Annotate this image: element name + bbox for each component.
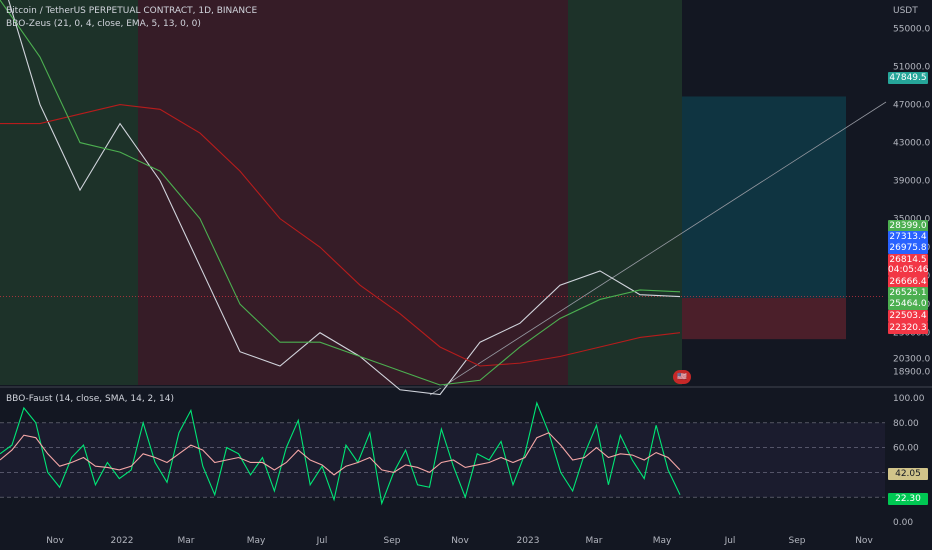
price-tick: 18900.0: [893, 368, 930, 378]
currency-label: USDT: [893, 6, 918, 16]
stop-zone: [682, 297, 846, 340]
price-tag: 26814.5: [888, 254, 928, 266]
price-tick: 51000.0: [893, 63, 930, 73]
time-label: Sep: [384, 536, 401, 546]
osc-tick: 100.00: [893, 394, 925, 404]
time-label: Nov: [46, 536, 64, 546]
time-label: 2022: [111, 536, 134, 546]
price-series-0: [7, 0, 681, 396]
price-tick: 35000.0: [893, 215, 930, 225]
price-tag: 26666.4: [888, 276, 928, 288]
price-tick: 55000.0: [893, 25, 930, 35]
zone-red: [138, 0, 360, 385]
price-tick: 43000.0: [893, 139, 930, 149]
price-tick: 20300.0: [893, 354, 930, 364]
target-zone: [682, 96, 846, 298]
zone-red: [360, 0, 568, 385]
price-series-2: [0, 0, 681, 386]
osc-band: [0, 422, 885, 498]
symbol-legend: Bitcoin / TetherUS PERPETUAL CONTRACT, 1…: [6, 6, 258, 16]
osc-tick: 80.00: [893, 419, 919, 429]
us-flag-icon[interactable]: 🇺🇸: [673, 370, 691, 384]
price-tag: 26525.1: [888, 287, 928, 299]
time-label: May: [653, 536, 672, 546]
price-tag: 28399.0: [888, 220, 928, 232]
faust-indicator-legend: BBO-Faust (14, close, SMA, 14, 2, 14): [6, 394, 174, 404]
time-label: May: [247, 536, 266, 546]
zone-green: [0, 0, 138, 385]
price-series-1: [0, 104, 681, 367]
time-label: Mar: [586, 536, 603, 546]
time-label: Jul: [316, 536, 328, 546]
osc-series-0: [0, 401, 681, 506]
price-tag: 47849.5: [888, 72, 928, 84]
price-tick: 47000.0: [893, 101, 930, 111]
trend-line: [429, 101, 887, 396]
osc-series-1: [0, 432, 681, 476]
zeus-indicator-legend: BBO-Zeus (21, 0, 4, close, EMA, 5, 13, 0…: [6, 19, 201, 29]
price-tag: 22503.4: [888, 310, 928, 322]
price-tag: 22320.3: [888, 322, 928, 334]
price-tag: 04:05:46: [888, 264, 929, 276]
price-tick: 39000.0: [893, 177, 930, 187]
price-tag: 27313.4: [888, 231, 928, 243]
price-tag: 25464.0: [888, 298, 928, 310]
time-label: Nov: [855, 536, 873, 546]
time-label: Mar: [178, 536, 195, 546]
time-label: 2023: [517, 536, 540, 546]
time-label: Jul: [724, 536, 736, 546]
time-label: Nov: [451, 536, 469, 546]
time-label: Sep: [789, 536, 806, 546]
osc-tick: 0.00: [893, 518, 913, 528]
zone-green: [568, 0, 682, 385]
osc-tag: 22.30: [888, 493, 928, 505]
price-tag: 26975.8: [888, 242, 928, 254]
osc-tag: 42.05: [888, 468, 928, 480]
osc-tick: 60.00: [893, 444, 919, 454]
